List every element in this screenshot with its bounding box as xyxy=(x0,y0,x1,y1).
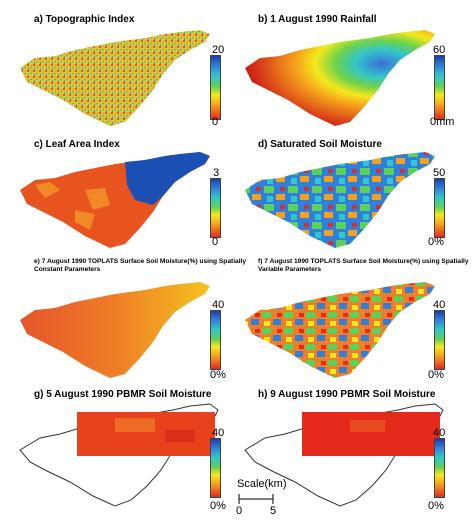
colorbar-a xyxy=(210,55,221,120)
colorbar-e-max: 40 xyxy=(212,299,225,311)
panel-f-title: f) 7 August 1990 TOPLATS Surface Soil Mo… xyxy=(258,258,469,273)
scale-five: 5 xyxy=(270,505,277,517)
colorbar-e-min: 0% xyxy=(210,369,226,381)
panel-c-title: c) Leaf Area Index xyxy=(34,139,120,150)
panel-d-title: d) Saturated Soil Moisture xyxy=(258,139,382,150)
colorbar-g xyxy=(210,438,221,498)
colorbar-h-max: 40 xyxy=(433,427,446,439)
colorbar-d-min: 0% xyxy=(428,236,444,248)
panel-h-map xyxy=(244,403,444,507)
colorbar-c-max: 3 xyxy=(213,167,220,179)
scale-zero: 0 xyxy=(236,505,243,517)
scale-bar xyxy=(238,494,274,504)
colorbar-a-min: 0 xyxy=(212,116,219,128)
colorbar-h-min: 0% xyxy=(428,500,444,512)
panel-g-map xyxy=(19,403,219,507)
colorbar-d xyxy=(434,178,445,238)
panel-f-map xyxy=(245,282,435,378)
scale-label: Scale(km) xyxy=(237,478,287,490)
panel-a-title: a) Topographic Index xyxy=(34,14,135,25)
colorbar-f-min: 0% xyxy=(428,369,444,381)
panel-d-map xyxy=(245,152,435,248)
colorbar-h xyxy=(434,438,445,498)
colorbar-f-max: 40 xyxy=(433,299,446,311)
panel-b-title: b) 1 August 1990 Rainfall xyxy=(258,14,377,25)
colorbar-c xyxy=(210,178,221,238)
colorbar-g-min: 0% xyxy=(210,500,226,512)
colorbar-b xyxy=(434,55,445,120)
panel-h-title: h) 9 August 1990 PBMR Soil Moisture xyxy=(258,389,436,400)
colorbar-b-min: 0mm xyxy=(430,116,455,128)
colorbar-c-min: 0 xyxy=(212,236,219,248)
colorbar-e xyxy=(210,310,221,370)
colorbar-a-max: 20 xyxy=(212,44,225,56)
colorbar-f xyxy=(434,310,445,370)
panel-e-title: e) 7 August 1990 TOPLATS Surface Soil Mo… xyxy=(34,258,247,273)
panel-g-title: g) 5 August 1990 PBMR Soil Moisture xyxy=(34,389,212,400)
panel-a-map xyxy=(20,30,210,126)
panel-e-map xyxy=(20,282,210,378)
colorbar-b-max: 60 xyxy=(433,44,446,56)
panel-c-map xyxy=(20,152,210,248)
panel-b-map xyxy=(245,30,435,126)
colorbar-g-max: 40 xyxy=(212,427,225,439)
colorbar-d-max: 50 xyxy=(433,167,446,179)
